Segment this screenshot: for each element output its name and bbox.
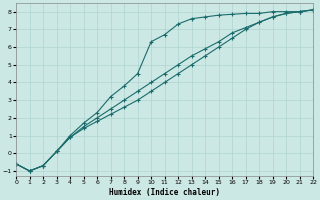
X-axis label: Humidex (Indice chaleur): Humidex (Indice chaleur): [109, 188, 220, 197]
